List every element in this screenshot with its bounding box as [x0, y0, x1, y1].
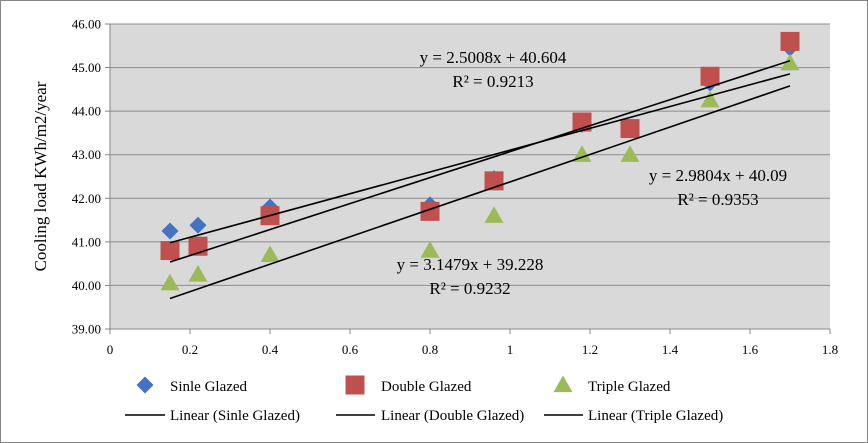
data-point [260, 245, 280, 263]
x-tick-label: 0.6 [342, 342, 359, 357]
x-tick-label: 0.8 [422, 342, 438, 357]
y-tick-label: 42.00 [72, 191, 101, 206]
data-point [780, 53, 800, 71]
legend-label: Sinle Glazed [170, 379, 248, 395]
data-point [188, 265, 208, 282]
data-point [620, 119, 640, 139]
data-point [160, 241, 180, 261]
trendline [169, 59, 791, 263]
y-tick-label: 44.00 [72, 104, 101, 119]
data-point [161, 222, 179, 240]
data-point [160, 273, 180, 291]
series-triple-glazed [160, 53, 800, 291]
x-tick-label: 0.2 [182, 342, 198, 357]
x-tick-label: 1.2 [582, 342, 598, 357]
equation-label: R² = 0.9213 [452, 72, 533, 91]
trendline [169, 73, 791, 244]
x-tick-label: 1.8 [822, 342, 838, 357]
y-tick-label: 43.00 [72, 147, 101, 162]
legend-label: Linear (Sinle Glazed) [170, 408, 300, 424]
x-tick-label: 0.4 [262, 342, 279, 357]
legend-marker [553, 375, 573, 393]
x-tick-label: 1.6 [742, 342, 759, 357]
data-point [620, 145, 640, 162]
legend-marker [345, 375, 365, 395]
legend-label: Linear (Double Glazed) [381, 408, 524, 424]
data-point [700, 66, 720, 86]
data-point [700, 90, 720, 108]
x-tick-label: 0 [107, 342, 114, 357]
legend-label: Triple Glazed [588, 379, 671, 395]
data-point [780, 31, 800, 51]
y-tick-label: 39.00 [72, 322, 101, 337]
data-point [420, 201, 440, 221]
data-point [484, 206, 504, 223]
equation-label: R² = 0.9232 [429, 279, 510, 298]
equation-label: y = 2.9804x + 40.09 [649, 166, 787, 185]
y-tick-label: 45.00 [72, 60, 101, 75]
x-tick-label: 1.4 [662, 342, 679, 357]
x-tick-label: 1 [507, 342, 514, 357]
data-point [572, 145, 592, 162]
equation-label: y = 2.5008x + 40.604 [420, 48, 567, 67]
y-tick-label: 41.00 [72, 234, 101, 249]
y-axis-title: Cooling load KWh/m2/year [31, 81, 50, 271]
trendline [169, 85, 791, 300]
data-point [189, 216, 207, 234]
y-tick-label: 46.00 [72, 17, 101, 32]
legend-label: Linear (Triple Glazed) [588, 408, 723, 424]
legend-label: Double Glazed [381, 379, 472, 395]
y-tick-label: 40.00 [72, 278, 101, 293]
data-point [420, 241, 440, 258]
legend-marker [136, 376, 154, 394]
equation-label: y = 3.1479x + 39.228 [397, 255, 544, 274]
equation-label: R² = 0.9353 [677, 190, 758, 209]
